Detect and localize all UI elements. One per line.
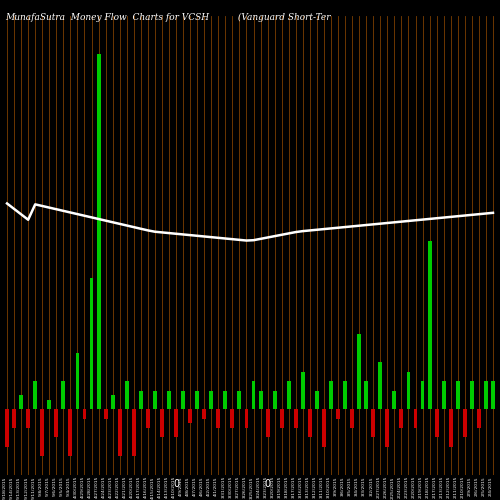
Bar <box>484 381 488 409</box>
Bar <box>266 409 270 438</box>
Bar <box>195 390 199 409</box>
Bar <box>132 409 136 456</box>
Bar <box>308 409 312 438</box>
Bar <box>230 409 234 428</box>
Bar <box>110 395 114 409</box>
Bar <box>272 390 276 409</box>
Bar <box>146 409 150 428</box>
Bar <box>449 409 452 447</box>
Bar <box>287 381 290 409</box>
Bar <box>336 409 340 418</box>
Bar <box>139 390 143 409</box>
Bar <box>322 409 326 447</box>
Bar <box>167 390 171 409</box>
Bar <box>428 241 432 409</box>
Bar <box>442 381 446 409</box>
Bar <box>463 409 466 438</box>
Bar <box>82 409 86 418</box>
Bar <box>315 390 319 409</box>
Bar <box>160 409 164 438</box>
Bar <box>280 409 283 428</box>
Bar <box>76 353 80 409</box>
Bar <box>357 334 361 409</box>
Bar <box>400 409 404 428</box>
Bar <box>252 381 256 409</box>
Bar <box>181 390 185 409</box>
Bar <box>224 390 228 409</box>
Bar <box>406 372 410 409</box>
Bar <box>26 409 30 428</box>
Bar <box>372 409 375 438</box>
Bar <box>62 381 66 409</box>
Bar <box>434 409 438 438</box>
Bar <box>392 390 396 409</box>
Bar <box>238 390 242 409</box>
Text: 0: 0 <box>173 480 179 490</box>
Bar <box>5 409 9 447</box>
Bar <box>414 409 418 428</box>
Bar <box>68 409 72 456</box>
Bar <box>294 409 298 428</box>
Bar <box>188 409 192 424</box>
Bar <box>90 278 94 409</box>
Bar <box>386 409 390 447</box>
Bar <box>477 409 481 428</box>
Bar <box>19 395 23 409</box>
Bar <box>153 390 157 409</box>
Bar <box>48 400 51 409</box>
Bar <box>456 381 460 409</box>
Bar <box>350 409 354 428</box>
Bar <box>202 409 206 418</box>
Bar <box>34 381 37 409</box>
Bar <box>378 362 382 409</box>
Bar <box>125 381 128 409</box>
Bar <box>118 409 122 456</box>
Bar <box>364 381 368 409</box>
Bar <box>470 381 474 409</box>
Bar <box>12 409 16 428</box>
Bar <box>258 390 262 409</box>
Bar <box>343 381 347 409</box>
Bar <box>40 409 44 456</box>
Bar <box>210 390 213 409</box>
Bar <box>491 381 495 409</box>
Bar <box>174 409 178 438</box>
Text: 0: 0 <box>264 480 270 490</box>
Bar <box>420 381 424 409</box>
Text: MunafaSutra  Money Flow  Charts for VCSH          (Vanguard Short-Ter: MunafaSutra Money Flow Charts for VCSH (… <box>5 12 330 22</box>
Bar <box>96 54 100 409</box>
Bar <box>301 372 305 409</box>
Bar <box>329 381 333 409</box>
Bar <box>104 409 108 418</box>
Bar <box>54 409 58 438</box>
Bar <box>244 409 248 428</box>
Bar <box>216 409 220 428</box>
